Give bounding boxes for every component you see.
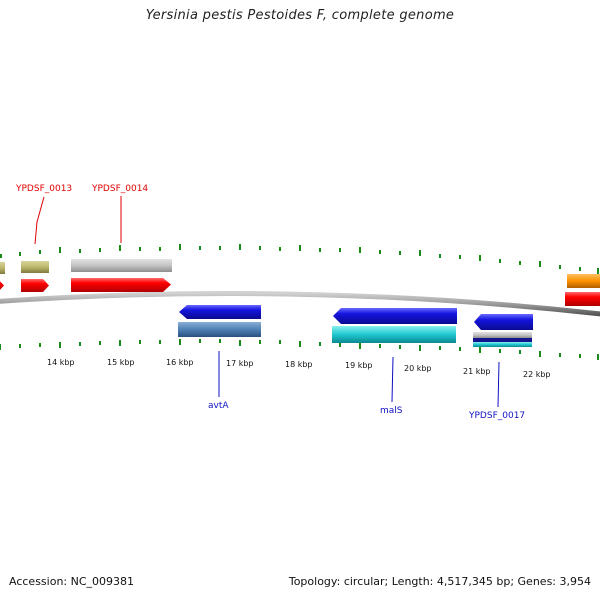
gene-label-ypdsf-0013[interactable]: YPDSF_0013 [15,184,72,194]
lower-tick-row [0,339,599,360]
gene-feature-olive[interactable] [0,262,5,274]
gene-feature-steelblue[interactable] [178,322,261,337]
tick-label: 19 kbp [345,361,373,370]
leader-line [497,361,500,408]
tick-label: 16 kbp [166,358,194,367]
gene-label-ypdsf-0014[interactable]: YPDSF_0014 [91,184,148,194]
gene-label-avta[interactable]: avtA [208,401,229,411]
tick-label: 18 kbp [285,360,313,369]
forward-cds-row [0,278,600,306]
cds-arrow-forward[interactable] [21,279,49,292]
forward-label-leaders [34,196,122,245]
backbone-arc [0,291,600,317]
cds-arrow-forward[interactable] [71,278,171,292]
gene-label-ypdsf-0017[interactable]: YPDSF_0017 [468,411,525,421]
upper-tick-row [0,244,599,274]
gene-feature-orange[interactable] [567,274,600,288]
tick-label: 22 kbp [523,370,551,379]
cds-arrow-reverse[interactable] [474,314,533,330]
tick-labels: 14 kbp 15 kbp 16 kbp 17 kbp 18 kbp 19 kb… [47,358,551,379]
gene-labels: YPDSF_0013 YPDSF_0014 avtA malS YPDSF_00… [15,184,525,421]
genome-summary: Topology: circular; Length: 4,517,345 bp… [288,575,591,588]
tick-label: 21 kbp [463,367,491,376]
cds-arrow-reverse[interactable] [333,308,457,324]
gene-feature-gray[interactable] [473,332,532,338]
tick-label: 17 kbp [226,359,254,368]
tick-label: 15 kbp [107,358,135,367]
reverse-cds-row [179,305,533,330]
accession-label: Accession: NC_009381 [9,575,135,588]
cds-arrow-reverse[interactable] [179,305,261,319]
tick-label: 20 kbp [404,364,432,373]
reverse-feature-row [178,322,532,347]
gene-feature-navy[interactable] [473,338,532,342]
forward-feature-row [0,259,600,288]
cds-arrow-forward[interactable] [565,292,600,306]
gene-feature-olive[interactable] [21,261,49,273]
genome-title: Yersinia pestis Pestoides F, complete ge… [145,8,455,23]
leader-line [391,356,394,403]
gene-feature-cyan[interactable] [332,326,456,343]
gene-feature-gray[interactable] [71,259,172,272]
cds-arrow-forward[interactable] [0,279,4,292]
leader-line [34,196,45,245]
reverse-label-leaders [218,351,500,408]
gene-label-mals[interactable]: malS [380,406,403,416]
gene-feature-cyan[interactable] [473,342,532,347]
tick-label: 14 kbp [47,358,75,367]
